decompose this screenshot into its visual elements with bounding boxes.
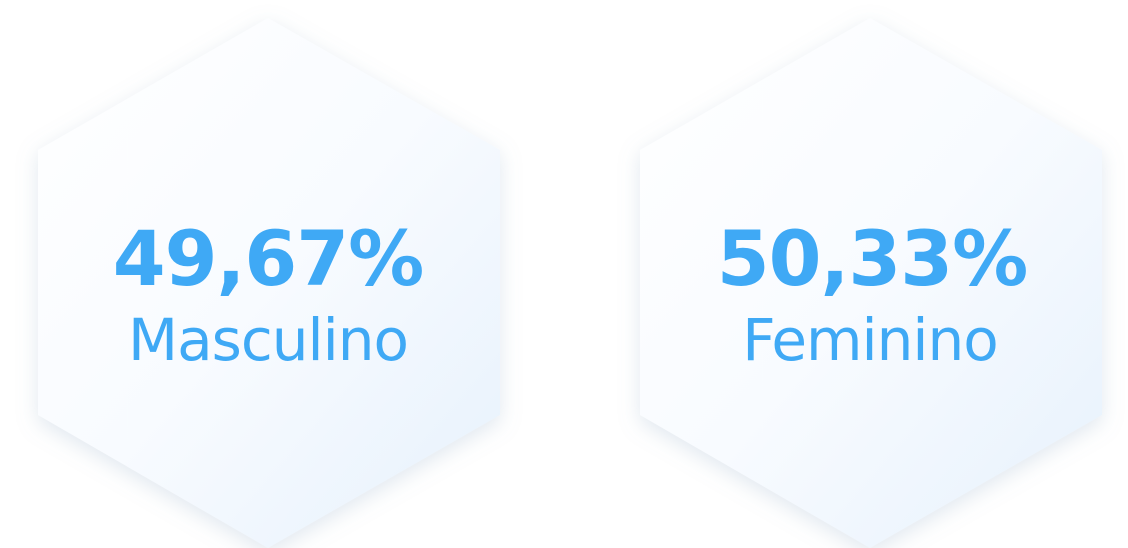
hexagon	[640, 18, 1102, 548]
stat-value: 50,33%	[717, 214, 1028, 303]
stat-label: Masculino	[128, 306, 408, 374]
stat-card: 49,67% Masculino	[38, 18, 500, 548]
stat-card: 50,33% Feminino	[640, 18, 1102, 548]
stat-label: Feminino	[742, 306, 998, 374]
hexagon	[38, 18, 500, 548]
stat-value: 49,67%	[113, 214, 424, 303]
